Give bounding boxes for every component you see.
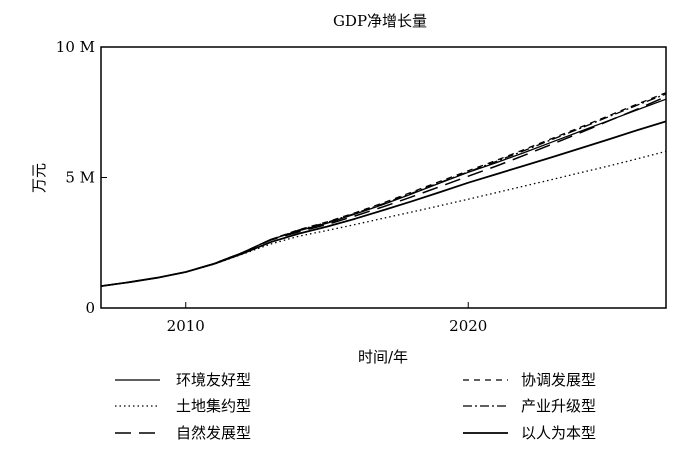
x-tick-label-2: 2020 xyxy=(449,317,487,335)
series-lines xyxy=(100,92,667,287)
legend-label-1: 环境友好型 xyxy=(176,371,251,389)
y-tick-label-1: 0 xyxy=(85,299,95,317)
x-axis-ticks: 2010 2020 xyxy=(167,302,487,335)
y-tick-label-3: 10 M xyxy=(56,38,95,56)
chart-title: GDP净增长量 xyxy=(333,12,427,30)
x-tick-label-1: 2010 xyxy=(167,317,205,335)
plot-area: 0 5 M 10 M 2010 2020 xyxy=(56,38,667,335)
legend-label-3: 土地集约型 xyxy=(176,397,251,415)
legend-label-2: 协调发展型 xyxy=(521,371,596,389)
series-line-3 xyxy=(100,150,667,287)
y-axis-ticks: 0 5 M 10 M xyxy=(56,38,107,317)
y-tick-label-2: 5 M xyxy=(65,169,95,187)
y-axis-label: 万元 xyxy=(30,163,48,193)
x-axis-label: 时间/年 xyxy=(358,348,408,366)
series-line-2 xyxy=(100,92,667,287)
plot-frame xyxy=(100,46,667,309)
legend-label-6: 以人为本型 xyxy=(521,424,596,442)
series-line-4 xyxy=(100,93,667,287)
legend-label-4: 产业升级型 xyxy=(521,397,596,415)
series-line-5 xyxy=(100,95,667,287)
series-line-6 xyxy=(100,120,667,287)
legend-label-5: 自然发展型 xyxy=(176,424,251,442)
